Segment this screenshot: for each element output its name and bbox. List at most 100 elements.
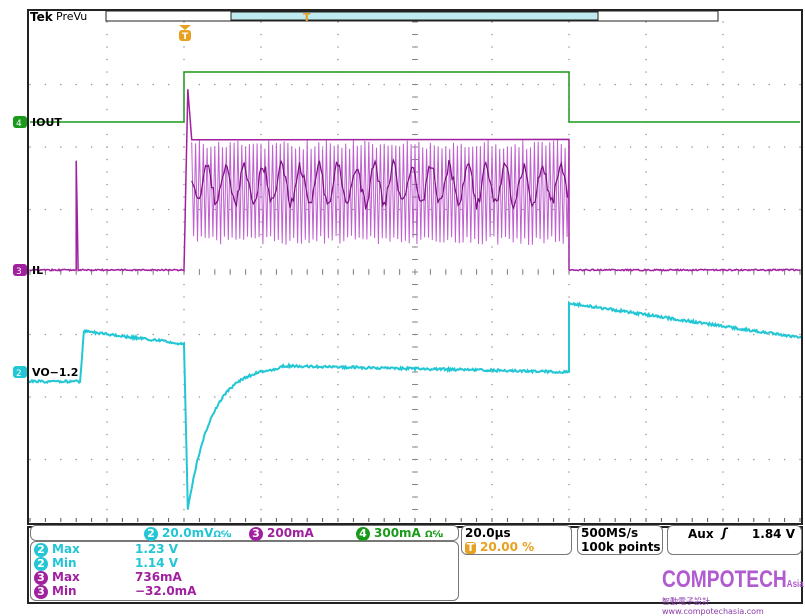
grid-dot: [722, 296, 724, 298]
grid-dot: [614, 459, 616, 461]
svg-text:4: 4: [16, 119, 22, 129]
grid-dot: [91, 209, 93, 211]
grid-dot: [630, 459, 632, 461]
grid-dot: [491, 384, 493, 386]
grid-dot: [645, 496, 647, 498]
grid-dot: [476, 459, 478, 461]
grid-dot: [337, 221, 339, 223]
ch4-label: IOUT: [32, 116, 62, 129]
grid-dot: [568, 59, 570, 61]
grid-dot: [722, 209, 724, 211]
record-view-window[interactable]: [231, 12, 598, 20]
grid-dot: [337, 509, 339, 511]
grid-dot: [507, 84, 509, 86]
grid-dot: [768, 334, 770, 336]
grid-dot: [707, 146, 709, 148]
grid-dot: [29, 334, 31, 336]
grid-dot: [106, 384, 108, 386]
ch2-badge: 2: [144, 527, 158, 541]
grid-dot: [337, 446, 339, 448]
acquisition-readout[interactable]: 500MS/s 100k points: [577, 525, 663, 555]
grid-dot: [568, 34, 570, 36]
grid-dot: [106, 96, 108, 98]
timebase-readout[interactable]: 20.0µs T 20.00 %: [461, 525, 572, 555]
grid-dot: [214, 334, 216, 336]
grid-dot: [784, 84, 786, 86]
grid-dot: [722, 484, 724, 486]
grid-dot: [614, 334, 616, 336]
channel-scale-bar[interactable]: 2 20.0mVΩ℆ 3 200mA 4 300mA Ω℆: [30, 525, 459, 541]
grid-dot: [491, 34, 493, 36]
grid-dot: [337, 246, 339, 248]
ch3-ground-marker[interactable]: 3: [13, 264, 27, 277]
grid-dot: [214, 84, 216, 86]
grid-dot: [568, 296, 570, 298]
grid-dot: [722, 221, 724, 223]
grid-dot: [199, 209, 201, 211]
grid-dot: [645, 371, 647, 373]
grid-dot: [260, 434, 262, 436]
grid-dot: [91, 396, 93, 398]
grid-dot: [707, 459, 709, 461]
grid-dot: [722, 434, 724, 436]
grid-dot: [106, 109, 108, 111]
grid-dot: [738, 209, 740, 211]
grid-dot: [183, 309, 185, 311]
grid-dot: [722, 234, 724, 236]
grid-dot: [260, 421, 262, 423]
grid-dot: [337, 134, 339, 136]
grid-dot: [445, 84, 447, 86]
grid-dot: [645, 446, 647, 448]
grid-dot: [568, 134, 570, 136]
ch4-ground-marker[interactable]: 4: [13, 116, 27, 129]
grid-dot: [168, 459, 170, 461]
grid-dot: [260, 246, 262, 248]
grid-dot: [183, 296, 185, 298]
grid-dot: [322, 334, 324, 336]
grid-dot: [722, 371, 724, 373]
ch2-ground-marker[interactable]: 2: [13, 366, 27, 379]
grid-dot: [491, 246, 493, 248]
grid-dot: [183, 496, 185, 498]
grid-dot: [707, 334, 709, 336]
grid-dot: [399, 209, 401, 211]
grid-dot: [276, 334, 278, 336]
grid-dot: [322, 396, 324, 398]
grid-dot: [106, 134, 108, 136]
grid-dot: [29, 146, 31, 148]
grid-dot: [568, 484, 570, 486]
grid-dot: [368, 84, 370, 86]
grid-dot: [722, 509, 724, 511]
grid-dot: [337, 396, 339, 398]
grid-dot: [568, 509, 570, 511]
grid-dot: [645, 246, 647, 248]
grid-dot: [106, 159, 108, 161]
grid-dot: [337, 434, 339, 436]
grid-dot: [260, 84, 262, 86]
grid-dot: [768, 396, 770, 398]
grid-dot: [137, 84, 139, 86]
grid-dot: [337, 384, 339, 386]
grid-dot: [214, 209, 216, 211]
grid-dot: [445, 459, 447, 461]
trigger-readout[interactable]: Aux ʃ 1.84 V: [667, 525, 802, 555]
grid-dot: [245, 396, 247, 398]
grid-dot: [322, 459, 324, 461]
grid-dot: [183, 446, 185, 448]
grid-dot: [137, 146, 139, 148]
measurement-name: Min: [52, 556, 77, 570]
grid-dot: [676, 334, 678, 336]
grid-dot: [337, 259, 339, 261]
measurement-value: 736mA: [135, 570, 182, 584]
grid-dot: [614, 209, 616, 211]
grid-dot: [722, 384, 724, 386]
grid-dot: [507, 334, 509, 336]
svg-text:2: 2: [16, 369, 22, 379]
grid-dot: [168, 84, 170, 86]
watermark-logo: COMPOTECHAsia: [662, 566, 804, 594]
grid-dot: [260, 134, 262, 136]
grid-dot: [337, 46, 339, 48]
grid-dot: [137, 396, 139, 398]
trigger-level: 1.84 V: [752, 527, 795, 541]
measurements-panel[interactable]: 2 Max 1.23 V 2 Min 1.14 V 3 Max 736mA 3 Min −32.0mA: [30, 541, 459, 601]
